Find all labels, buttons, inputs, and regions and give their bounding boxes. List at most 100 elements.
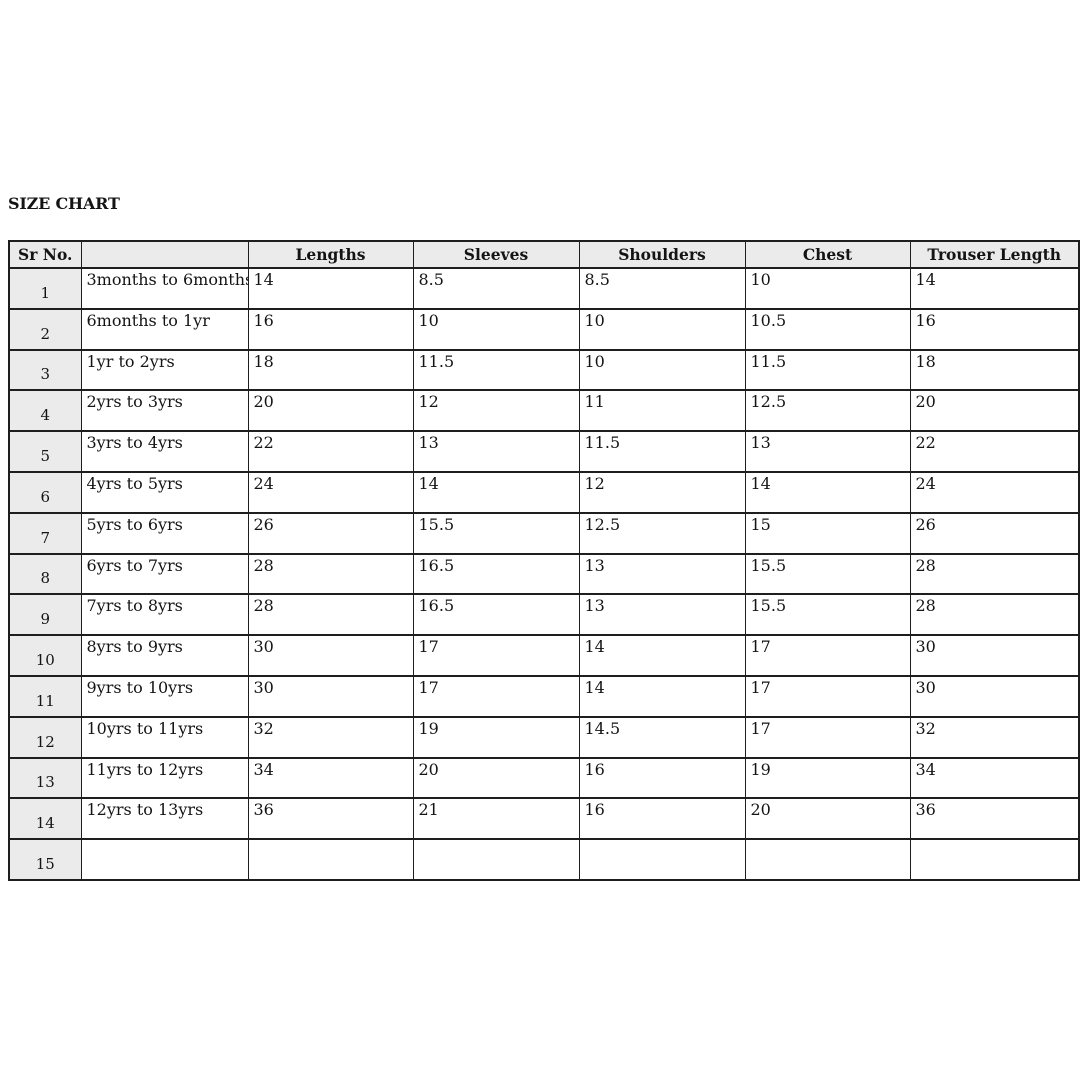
cell-chest: 10 <box>744 267 911 310</box>
cell-chest: 17 <box>744 715 911 759</box>
cell-chest <box>744 838 911 881</box>
table-row: 5 3yrs to 4yrs 22 13 11.5 13 22 <box>8 430 1080 473</box>
cell-shoulders: 13 <box>578 552 746 596</box>
cell-shoulders: 12 <box>578 470 746 514</box>
cell-sr-no: 15 <box>8 838 82 881</box>
cell-sleeves: 8.5 <box>412 267 580 310</box>
cell-sr-no: 11 <box>8 674 82 718</box>
cell-trouser-length: 32 <box>909 715 1080 759</box>
cell-trouser-length: 36 <box>909 797 1080 841</box>
page-title: SIZE CHART <box>8 194 120 213</box>
cell-trouser-length: 30 <box>909 634 1080 677</box>
cell-age-range: 12yrs to 13yrs <box>80 797 249 841</box>
cell-sleeves <box>412 838 580 881</box>
cell-lengths: 16 <box>247 307 414 351</box>
cell-shoulders: 11.5 <box>578 430 746 473</box>
cell-lengths: 18 <box>247 348 414 392</box>
column-header-sleeves: Sleeves <box>412 240 580 269</box>
cell-sr-no: 5 <box>8 430 82 473</box>
cell-sleeves: 21 <box>412 797 580 841</box>
cell-shoulders: 12.5 <box>578 511 746 555</box>
cell-trouser-length: 26 <box>909 511 1080 555</box>
table-row: 15 <box>8 838 1080 881</box>
table-row: 8 6yrs to 7yrs 28 16.5 13 15.5 28 <box>8 552 1080 596</box>
table-row: 10 8yrs to 9yrs 30 17 14 17 30 <box>8 634 1080 677</box>
cell-lengths: 28 <box>247 552 414 596</box>
cell-trouser-length: 24 <box>909 470 1080 514</box>
table-row: 13 11yrs to 12yrs 34 20 16 19 34 <box>8 756 1080 800</box>
cell-shoulders: 16 <box>578 797 746 841</box>
cell-age-range: 6months to 1yr <box>80 307 249 351</box>
cell-sleeves: 10 <box>412 307 580 351</box>
cell-trouser-length: 18 <box>909 348 1080 392</box>
cell-sr-no: 1 <box>8 267 82 310</box>
cell-sr-no: 7 <box>8 511 82 555</box>
cell-sr-no: 8 <box>8 552 82 596</box>
cell-age-range: 2yrs to 3yrs <box>80 389 249 433</box>
cell-lengths: 28 <box>247 593 414 637</box>
cell-sleeves: 17 <box>412 634 580 677</box>
cell-age-range: 1yr to 2yrs <box>80 348 249 392</box>
cell-trouser-length: 34 <box>909 756 1080 800</box>
cell-sleeves: 20 <box>412 756 580 800</box>
cell-chest: 14 <box>744 470 911 514</box>
cell-chest: 20 <box>744 797 911 841</box>
cell-lengths: 36 <box>247 797 414 841</box>
column-header-lengths: Lengths <box>247 240 414 269</box>
size-chart-table: Sr No. Lengths Sleeves Shoulders Chest Trouse… <box>8 240 1080 881</box>
cell-trouser-length: 30 <box>909 674 1080 718</box>
cell-shoulders: 16 <box>578 756 746 800</box>
cell-trouser-length: 22 <box>909 430 1080 473</box>
column-header-trouser-length: Trouser Length <box>909 240 1080 269</box>
cell-chest: 15.5 <box>744 593 911 637</box>
table-row: 12 10yrs to 11yrs 32 19 14.5 17 32 <box>8 715 1080 759</box>
cell-shoulders: 11 <box>578 389 746 433</box>
table-row: 2 6months to 1yr 16 10 10 10.5 16 <box>8 307 1080 351</box>
cell-chest: 17 <box>744 634 911 677</box>
cell-sleeves: 16.5 <box>412 552 580 596</box>
cell-sr-no: 9 <box>8 593 82 637</box>
cell-lengths: 30 <box>247 634 414 677</box>
cell-lengths: 32 <box>247 715 414 759</box>
cell-sr-no: 3 <box>8 348 82 392</box>
cell-shoulders: 14.5 <box>578 715 746 759</box>
cell-shoulders: 8.5 <box>578 267 746 310</box>
cell-trouser-length: 28 <box>909 552 1080 596</box>
column-header-chest: Chest <box>744 240 911 269</box>
cell-lengths: 26 <box>247 511 414 555</box>
table-row: 4 2yrs to 3yrs 20 12 11 12.5 20 <box>8 389 1080 433</box>
cell-sleeves: 19 <box>412 715 580 759</box>
cell-age-range: 3months to 6months <box>80 267 249 310</box>
cell-sleeves: 11.5 <box>412 348 580 392</box>
table-row: 1 3months to 6months 14 8.5 8.5 10 14 <box>8 267 1080 310</box>
cell-trouser-length: 20 <box>909 389 1080 433</box>
cell-lengths: 14 <box>247 267 414 310</box>
cell-age-range: 7yrs to 8yrs <box>80 593 249 637</box>
table-row: 6 4yrs to 5yrs 24 14 12 14 24 <box>8 470 1080 514</box>
cell-sr-no: 13 <box>8 756 82 800</box>
cell-trouser-length: 14 <box>909 267 1080 310</box>
cell-shoulders: 14 <box>578 674 746 718</box>
cell-sleeves: 13 <box>412 430 580 473</box>
column-header-age-range <box>80 240 249 269</box>
table-row: 9 7yrs to 8yrs 28 16.5 13 15.5 28 <box>8 593 1080 637</box>
cell-age-range <box>80 838 249 881</box>
cell-age-range: 11yrs to 12yrs <box>80 756 249 800</box>
column-header-shoulders: Shoulders <box>578 240 746 269</box>
cell-lengths: 22 <box>247 430 414 473</box>
cell-trouser-length <box>909 838 1080 881</box>
column-header-sr-no: Sr No. <box>8 240 82 269</box>
cell-lengths: 24 <box>247 470 414 514</box>
cell-lengths: 20 <box>247 389 414 433</box>
cell-age-range: 9yrs to 10yrs <box>80 674 249 718</box>
cell-sr-no: 12 <box>8 715 82 759</box>
cell-sleeves: 16.5 <box>412 593 580 637</box>
cell-trouser-length: 16 <box>909 307 1080 351</box>
cell-sr-no: 6 <box>8 470 82 514</box>
cell-chest: 12.5 <box>744 389 911 433</box>
cell-chest: 15 <box>744 511 911 555</box>
cell-shoulders: 10 <box>578 307 746 351</box>
cell-chest: 15.5 <box>744 552 911 596</box>
cell-sr-no: 4 <box>8 389 82 433</box>
cell-sr-no: 10 <box>8 634 82 677</box>
